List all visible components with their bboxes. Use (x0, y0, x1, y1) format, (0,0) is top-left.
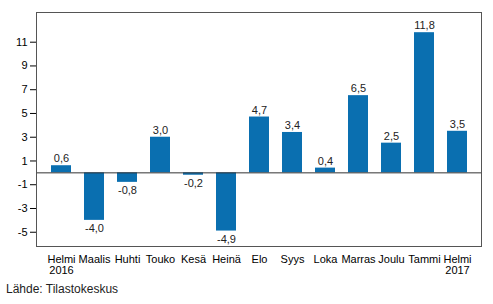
svg-text:0,6: 0,6 (54, 152, 69, 164)
svg-text:-4,0: -4,0 (85, 222, 104, 234)
svg-text:6,5: 6,5 (351, 82, 366, 94)
svg-text:-4,9: -4,9 (217, 233, 236, 245)
svg-text:9: 9 (21, 59, 27, 71)
svg-text:Helmi2017: Helmi2017 (443, 253, 471, 276)
svg-text:Heinä: Heinä (212, 253, 242, 265)
svg-text:4,7: 4,7 (252, 104, 267, 116)
svg-text:3,4: 3,4 (285, 119, 300, 131)
svg-text:Huhti: Huhti (115, 253, 141, 265)
svg-text:Touko: Touko (146, 253, 175, 265)
svg-text:-0,2: -0,2 (184, 177, 203, 189)
html-text:Lähde: Tilastokeskus: Lähde: Tilastokeskus (6, 282, 119, 296)
svg-text:-0,8: -0,8 (118, 184, 137, 196)
svg-text:3,0: 3,0 (153, 124, 168, 136)
svg-text:11: 11 (16, 36, 27, 48)
svg-text:-5: -5 (18, 226, 28, 238)
svg-text:3: 3 (21, 131, 27, 143)
svg-text:3,5: 3,5 (450, 118, 465, 130)
svg-text:Joulu: Joulu (378, 253, 404, 265)
svg-text:Syys: Syys (281, 253, 305, 265)
svg-text:11,8: 11,8 (414, 19, 435, 31)
svg-text:Elo: Elo (252, 253, 268, 265)
svg-text:7: 7 (21, 83, 27, 95)
svg-text:Tammi: Tammi (408, 253, 440, 265)
svg-text:-3: -3 (18, 202, 28, 214)
svg-text:Helmi2016: Helmi2016 (47, 253, 75, 276)
svg-text:-1: -1 (18, 178, 28, 190)
svg-text:1: 1 (21, 154, 27, 166)
svg-text:0,4: 0,4 (318, 155, 333, 167)
svg-text:Marras: Marras (341, 253, 376, 265)
svg-text:Loka: Loka (314, 253, 339, 265)
svg-text:5: 5 (21, 107, 27, 119)
svg-text:Maalis: Maalis (79, 253, 111, 265)
svg-text:2,5: 2,5 (384, 130, 399, 142)
svg-text:Kesä: Kesä (181, 253, 207, 265)
